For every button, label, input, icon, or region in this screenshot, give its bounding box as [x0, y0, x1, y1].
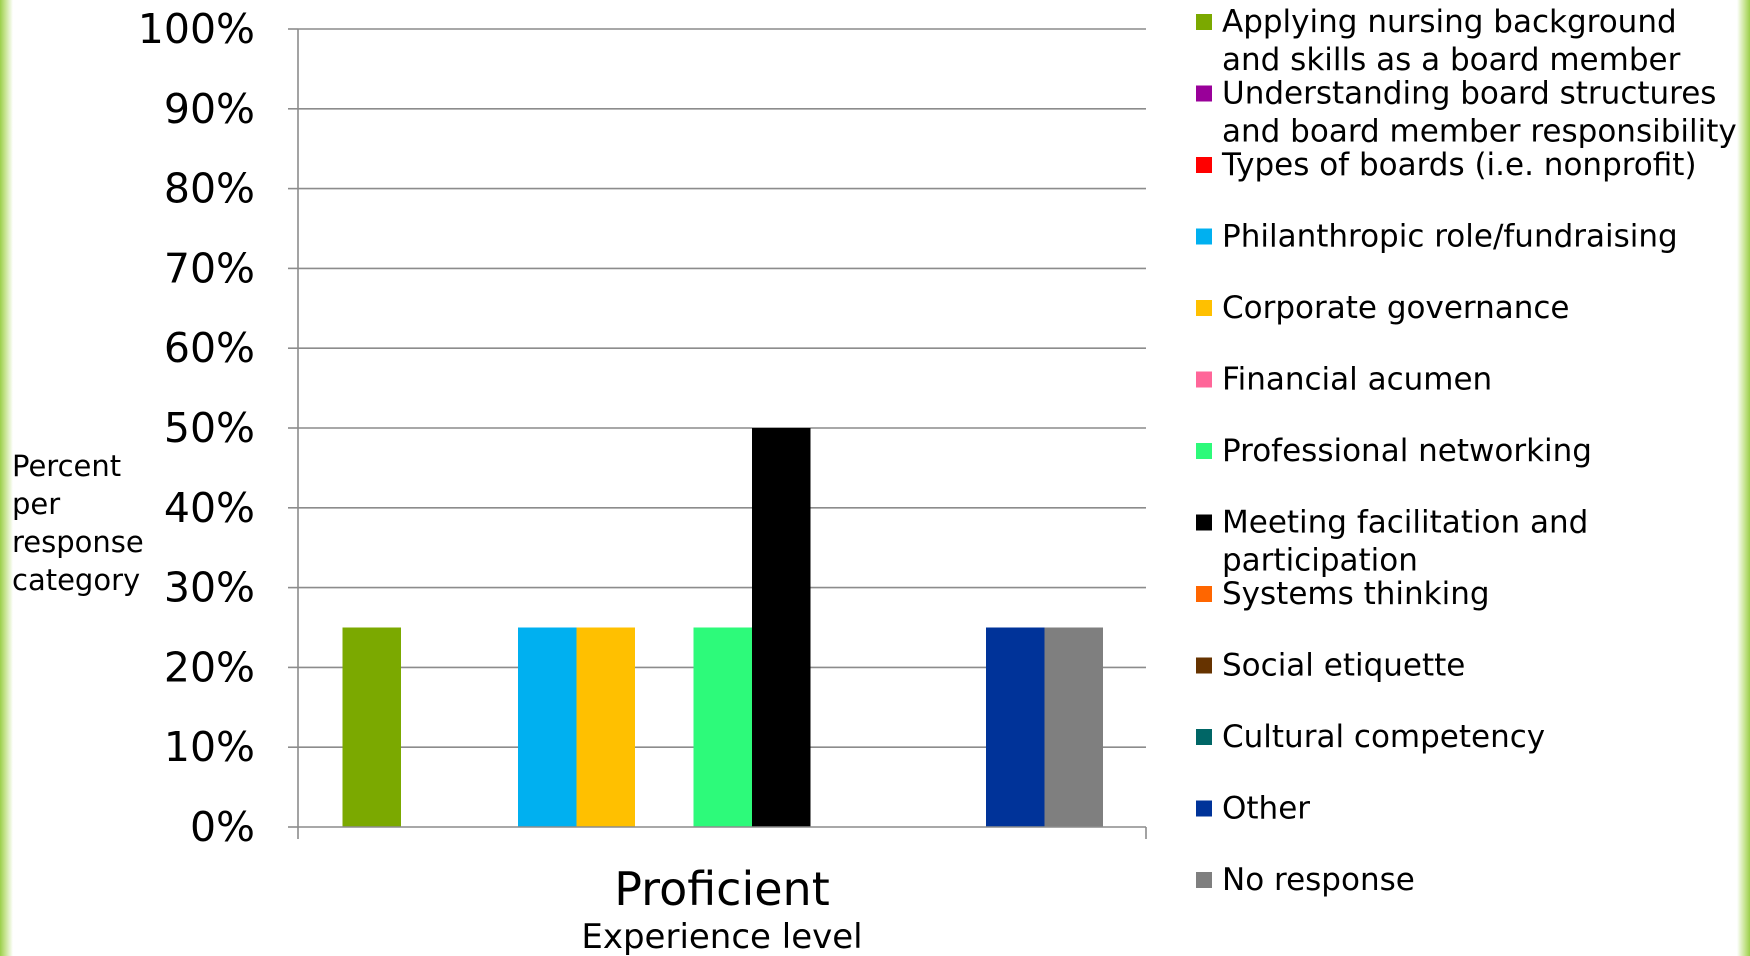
bars [342, 428, 1103, 827]
y-tick-label: 80% [164, 165, 255, 213]
legend: Applying nursing background and skills as… [1196, 4, 1737, 898]
bar [342, 627, 401, 827]
bar [576, 627, 635, 827]
legend-swatch [1196, 300, 1212, 316]
legend-swatch [1196, 85, 1212, 102]
legend-swatch [1196, 371, 1212, 388]
legend-swatch [1196, 157, 1212, 173]
legend-swatch [1196, 14, 1212, 30]
legend-entry: Understanding board structures and board … [1222, 76, 1737, 150]
legend-entry: Financial acumen [1222, 362, 1492, 398]
legend-entry: Philanthropic role/fundraising [1222, 219, 1678, 255]
legend-entry: Corporate governance [1222, 290, 1570, 326]
gridlines [298, 28, 1146, 749]
y-tick-label: 10% [164, 723, 255, 771]
legend-entry: No response [1222, 862, 1415, 898]
legend-entry: Applying nursing background and skills as… [1222, 4, 1681, 78]
legend-entry: Other [1222, 791, 1310, 827]
legend-entry: Types of boards (i.e. nonprofit) [1221, 147, 1697, 183]
y-axis-title: Percent per response category [12, 449, 144, 597]
y-tick-label: 100% [138, 5, 255, 53]
legend-entry: Social etiquette [1222, 648, 1465, 684]
y-tick-label: 90% [164, 85, 255, 133]
legend-entry: Professional networking [1222, 433, 1592, 469]
legend-swatch [1196, 800, 1212, 817]
category-label: Proficient [614, 862, 830, 916]
legend-swatch [1196, 657, 1212, 674]
x-axis-title: Experience level [581, 917, 862, 956]
bar [518, 627, 577, 827]
y-tick-label: 0% [190, 803, 255, 851]
y-tick-label: 60% [164, 324, 255, 372]
y-tick-label: 70% [164, 244, 255, 292]
bar [986, 627, 1045, 827]
y-tick-label: 30% [164, 564, 255, 612]
legend-swatch [1196, 514, 1212, 531]
legend-swatch [1196, 443, 1212, 459]
legend-swatch [1196, 586, 1212, 602]
bar [752, 428, 811, 827]
legend-entry: Meeting facilitation and participation [1222, 505, 1588, 579]
legend-swatch [1196, 228, 1212, 245]
legend-swatch [1196, 872, 1212, 888]
legend-swatch [1196, 729, 1212, 745]
y-tick-label: 50% [164, 404, 255, 452]
bar [693, 627, 752, 827]
y-tick-label: 40% [164, 484, 255, 532]
y-tick-labels: 0% 10% 20% 30% 40% 50% 60% 70% 80% 90% 100% [138, 5, 255, 851]
y-tick-label: 20% [164, 643, 255, 691]
bar [1044, 627, 1103, 827]
legend-entry: Systems thinking [1222, 576, 1490, 612]
axes [288, 28, 1147, 839]
legend-entry: Cultural competency [1222, 719, 1545, 755]
